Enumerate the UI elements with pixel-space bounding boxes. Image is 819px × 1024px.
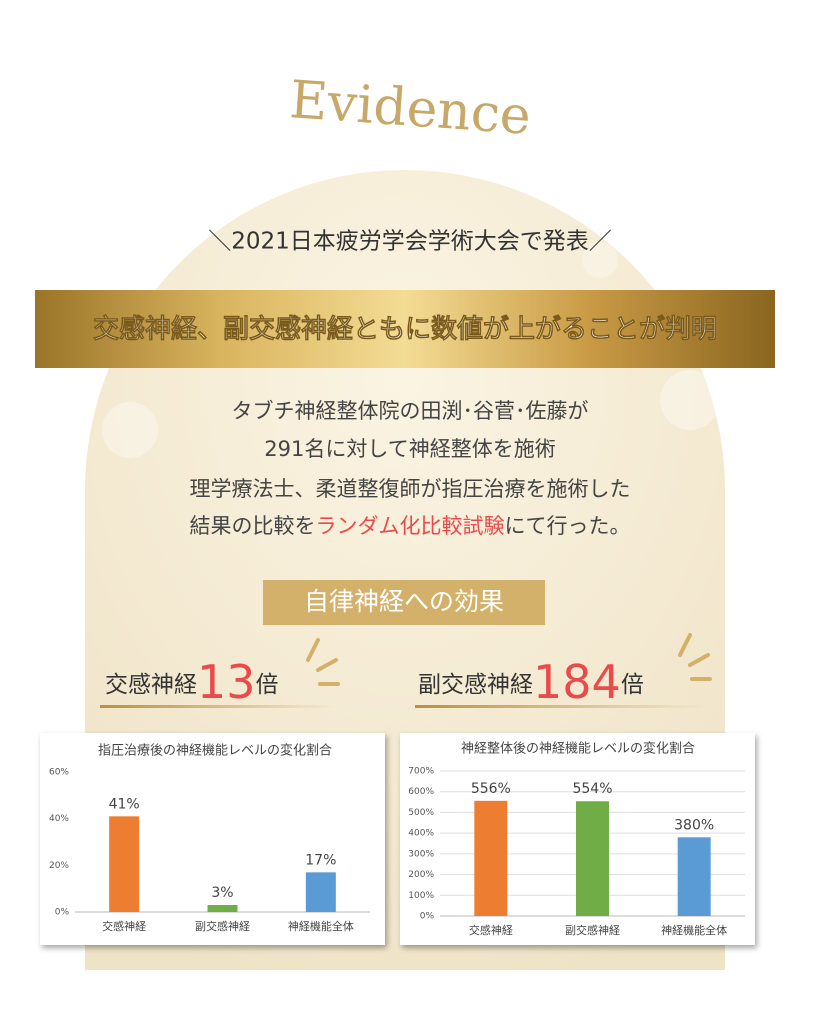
y-tick-label: 40% [49,814,69,824]
x-tick-label: 副交感神経 [565,923,620,937]
effect-item: 交感神経13倍 [105,655,279,709]
y-tick-label: 700% [408,767,434,777]
body-line: 結果の比較をランダム化比較試験にて行った。 [190,514,631,538]
y-tick-label: 60% [49,768,69,778]
value-label: 380% [674,817,714,833]
value-label: 556% [471,781,511,797]
effect-item: 副交感神経184倍 [418,655,644,709]
y-tick-label: 100% [408,891,434,901]
x-tick-label: 副交感神経 [195,919,250,933]
bar [677,837,711,916]
underline [100,705,335,708]
body-highlight: ランダム化比較試験 [316,514,505,538]
bar [576,801,609,916]
body-line: 291名に対して神経整体を施術 [264,437,555,461]
value-label: 554% [572,781,612,797]
chart-panel [40,733,385,945]
x-tick-label: 交感神経 [469,923,513,937]
effect-unit: 倍 [621,672,644,698]
banner [35,290,775,368]
announcement: ＼2021日本疲労学会学術大会で発表／ [208,229,612,255]
body-line: タブチ神経整体院の田渕･谷菅･佐藤が [232,399,589,423]
banner-text: 交感神経、副交感神経ともに数値が上がることが判明 [93,314,717,345]
chart-title: 指圧治療後の神経機能レベルの変化割合 [98,743,332,759]
title: Evidence [288,70,533,147]
bar [207,905,238,912]
y-tick-label: 600% [408,787,434,797]
y-tick-label: 0% [55,908,70,918]
effect-label: 交感神経 [105,672,197,698]
effect-value: 184 [533,655,621,709]
bokeh [102,402,158,458]
x-tick-label: 交感神経 [102,919,146,933]
effect-value: 13 [197,655,256,709]
chart-title: 神経整体後の神経機能レベルの変化割合 [461,741,695,757]
effect-label: 副交感神経 [418,672,533,698]
x-tick-label: 神経機能全体 [288,919,354,933]
y-tick-label: 300% [408,849,434,859]
underline [415,705,705,708]
y-tick-label: 0% [420,912,435,922]
sparkle [306,633,712,686]
bar [305,872,336,912]
bokeh [660,370,720,430]
effect-unit: 倍 [256,672,279,698]
value-label: 17% [305,852,336,868]
effect-heading: 自律神経への効果 [304,587,504,616]
value-label: 41% [109,796,140,812]
bokeh [582,242,618,278]
y-tick-label: 200% [408,870,434,880]
bar [109,816,140,912]
y-tick-label: 20% [49,861,69,871]
effect-heading-box [263,580,545,625]
value-label: 3% [211,885,233,901]
body-text: 結果の比較を [190,514,316,538]
x-tick-label: 神経機能全体 [661,923,727,937]
bar [474,800,508,916]
y-tick-label: 400% [408,829,434,839]
body-line: 理学療法士、柔道整復師が指圧治療を施術した [190,477,631,501]
y-tick-label: 500% [408,808,434,818]
body-text: にて行った。 [505,514,631,538]
